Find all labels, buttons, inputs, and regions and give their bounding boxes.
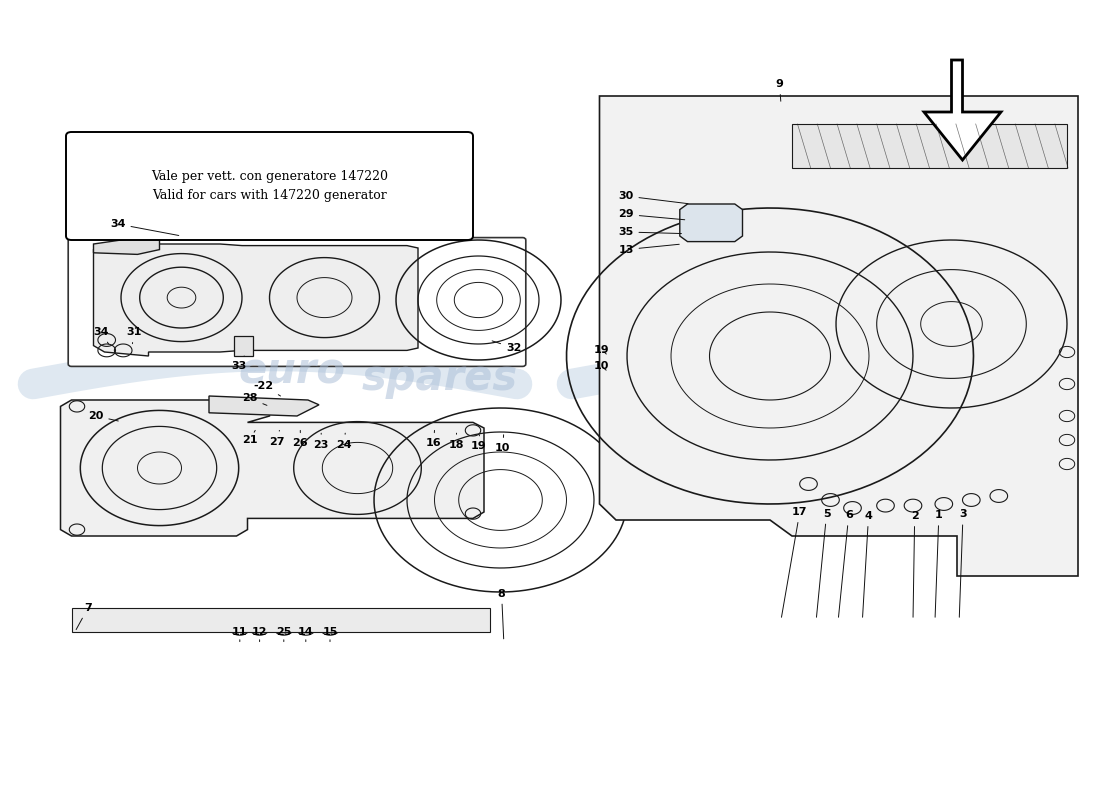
Text: 12: 12 bbox=[252, 627, 267, 642]
Text: 29: 29 bbox=[618, 210, 684, 220]
Text: Vale per vett. con generatore 147220
Valid for cars with 147220 generator: Vale per vett. con generatore 147220 Val… bbox=[151, 170, 388, 202]
Text: 27: 27 bbox=[270, 430, 285, 446]
Text: 1: 1 bbox=[935, 510, 943, 618]
Polygon shape bbox=[234, 336, 253, 356]
Text: 33: 33 bbox=[231, 356, 246, 371]
Text: spares: spares bbox=[912, 357, 1068, 398]
Text: 34: 34 bbox=[110, 219, 179, 235]
Text: euro: euro bbox=[238, 351, 345, 393]
Polygon shape bbox=[695, 210, 728, 234]
FancyBboxPatch shape bbox=[66, 132, 473, 240]
Text: 30: 30 bbox=[618, 191, 688, 204]
Polygon shape bbox=[94, 240, 418, 356]
Polygon shape bbox=[924, 60, 1001, 160]
Text: 4: 4 bbox=[862, 511, 872, 618]
Text: 21: 21 bbox=[242, 430, 257, 445]
Text: 34: 34 bbox=[94, 327, 109, 344]
Text: 14: 14 bbox=[298, 627, 314, 642]
Text: 23: 23 bbox=[314, 433, 329, 450]
Text: 28: 28 bbox=[242, 394, 267, 406]
Text: 9: 9 bbox=[776, 79, 783, 102]
Text: 19: 19 bbox=[471, 434, 486, 451]
Text: 32: 32 bbox=[492, 341, 521, 353]
Text: 18: 18 bbox=[449, 433, 464, 450]
Text: 26: 26 bbox=[293, 430, 308, 448]
Text: 7: 7 bbox=[76, 603, 92, 630]
Text: 13: 13 bbox=[618, 244, 679, 254]
Text: 31: 31 bbox=[126, 327, 142, 344]
Polygon shape bbox=[680, 204, 742, 242]
Polygon shape bbox=[60, 400, 484, 536]
Text: spares: spares bbox=[362, 357, 518, 398]
Polygon shape bbox=[209, 396, 319, 416]
Text: 15: 15 bbox=[322, 627, 338, 642]
Polygon shape bbox=[600, 96, 1078, 576]
Text: 35: 35 bbox=[618, 227, 681, 237]
Text: 6: 6 bbox=[838, 510, 853, 618]
Text: 20: 20 bbox=[88, 411, 119, 421]
Text: euro: euro bbox=[793, 351, 901, 393]
Text: 17: 17 bbox=[781, 507, 807, 618]
Text: 16: 16 bbox=[426, 430, 441, 448]
Text: 19: 19 bbox=[594, 345, 609, 354]
Text: 25: 25 bbox=[276, 627, 292, 642]
Text: 5: 5 bbox=[816, 509, 831, 618]
Text: 11: 11 bbox=[232, 627, 248, 642]
Text: 10: 10 bbox=[594, 362, 609, 371]
Text: 24: 24 bbox=[337, 433, 352, 450]
FancyBboxPatch shape bbox=[68, 238, 526, 366]
Text: 8: 8 bbox=[497, 589, 506, 639]
Polygon shape bbox=[72, 608, 490, 632]
Polygon shape bbox=[792, 124, 1067, 168]
Text: 10: 10 bbox=[495, 434, 510, 453]
Text: 3: 3 bbox=[959, 510, 967, 618]
Polygon shape bbox=[94, 236, 160, 254]
Text: 2: 2 bbox=[911, 511, 918, 618]
Text: -22: -22 bbox=[253, 381, 280, 396]
